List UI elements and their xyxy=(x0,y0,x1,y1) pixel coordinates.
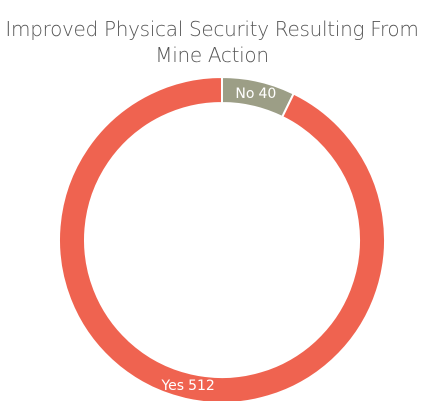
data-label: No 40 xyxy=(235,86,276,102)
label-value: 40 xyxy=(258,86,276,102)
label-value: 512 xyxy=(188,378,215,394)
data-label: Yes 512 xyxy=(160,378,214,394)
label-name: Yes xyxy=(160,378,184,394)
label-name: No xyxy=(235,86,254,102)
chart-title: Improved Physical Security Resulting Fro… xyxy=(5,17,419,67)
slice xyxy=(58,75,386,401)
